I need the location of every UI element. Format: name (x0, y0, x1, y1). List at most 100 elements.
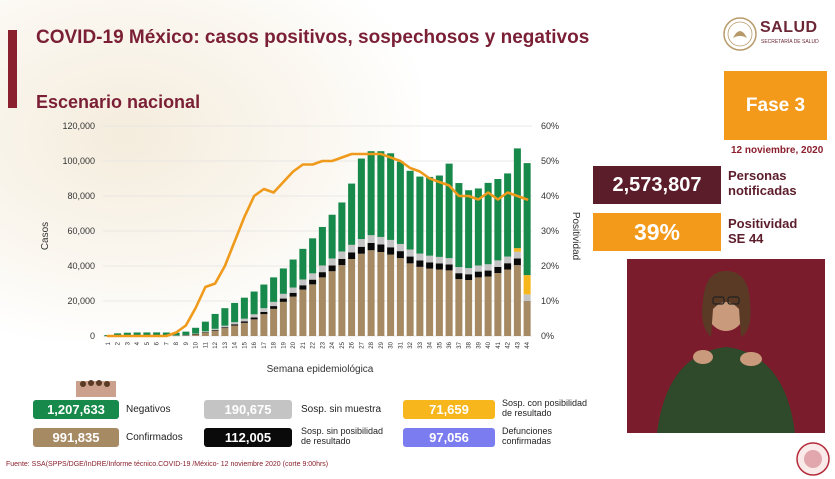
bar-segment (250, 291, 258, 315)
bar-segment (328, 271, 336, 336)
bar-segment (513, 265, 521, 336)
bar-segment (299, 279, 307, 286)
positivity-label-line1: Positividad (728, 216, 798, 231)
bar-segment (523, 294, 531, 301)
chart-y2-ticks: 0% 10% 20% 30% 40% 50% 60% (541, 121, 559, 341)
bar-segment (211, 330, 219, 336)
bar-segment (455, 273, 463, 280)
x-tick-label: 34 (428, 341, 434, 348)
y2-tick-label: 50% (541, 156, 559, 166)
bar-segment (250, 314, 258, 318)
bar-segment (162, 332, 170, 336)
bar-segment (201, 332, 209, 336)
bar-segment (328, 258, 336, 266)
bar-segment (240, 321, 248, 323)
y-tick-label: 0 (90, 331, 95, 341)
page-title: COVID-19 México: casos positivos, sospec… (36, 27, 590, 48)
bar-segment (153, 332, 161, 336)
x-tick-label: 25 (340, 341, 346, 348)
phase-badge: Fase 3 (724, 71, 827, 140)
y-tick-label: 100,000 (62, 156, 95, 166)
bar-segment (416, 266, 424, 336)
x-tick-label: 27 (359, 341, 365, 348)
bar-segment (318, 226, 326, 266)
bar-segment (270, 301, 278, 307)
x-tick-label: 3 (125, 341, 131, 345)
bar-segment (338, 202, 346, 252)
bar-segment (474, 277, 482, 336)
bar-segment (426, 255, 434, 263)
positivity-label: Positividad SE 44 (728, 216, 797, 246)
bar-segment (435, 175, 443, 257)
bar-segment (504, 263, 512, 270)
bar-segment (465, 274, 473, 280)
bar-segment (465, 280, 473, 336)
bar-segment (279, 268, 287, 294)
x-tick-label: 33 (418, 341, 424, 348)
legend-sin-muestra-value: 190,675 (204, 400, 292, 419)
bar-segment (416, 176, 424, 254)
salud-logo: SALUD SECRETARÍA DE SALUD (722, 16, 830, 56)
bar-segment (270, 308, 278, 336)
bar-segment (387, 153, 395, 240)
bar-segment (523, 275, 531, 295)
bar-segment (328, 214, 336, 259)
x-tick-label: 4 (135, 341, 141, 345)
bar-segment (445, 163, 453, 259)
bar-segment (192, 327, 200, 334)
bar-segment (309, 284, 317, 336)
x-tick-label: 8 (174, 341, 180, 345)
bar-segment (494, 179, 502, 261)
bar-segment (279, 298, 287, 302)
bar-segment (367, 242, 375, 251)
x-tick-label: 40 (486, 341, 492, 348)
legend-sin-muestra-label: Sosp. sin muestra (301, 404, 382, 415)
bar-segment (231, 324, 239, 326)
bar-segment (289, 296, 297, 336)
bar-segment (143, 332, 151, 336)
bar-segment (484, 270, 492, 277)
bar-segment (221, 328, 229, 336)
bar-segment (279, 293, 287, 299)
mexico-logo-icon (76, 380, 116, 397)
y2-tick-label: 20% (541, 261, 559, 271)
x-tick-label: 37 (457, 341, 463, 348)
bar-segment (426, 262, 434, 269)
bar-segment (299, 248, 307, 280)
cases-chart: 020,00040,00060,00080,000100,000120,000 … (40, 121, 581, 375)
bar-segment (192, 333, 200, 335)
title-accent-bar (8, 30, 17, 108)
bar-segment (240, 297, 248, 319)
bar-segment (211, 330, 219, 331)
bar-segment (289, 287, 297, 293)
legend-sin-posibilidad-line1: Sosp. sin posibilidad (301, 426, 384, 436)
positivity-series-line (106, 152, 529, 338)
bar-segment (465, 190, 473, 269)
sign-language-interpreter (627, 259, 825, 433)
bar-segment (455, 267, 463, 274)
bar-segment (309, 238, 317, 274)
bar-segment (377, 244, 385, 252)
bar-segment (406, 256, 414, 264)
legend-sin-posibilidad-value: 112,005 (204, 428, 292, 447)
bar-segment (270, 306, 278, 309)
y2-tick-label: 30% (541, 226, 559, 236)
bar-segment (279, 301, 287, 336)
bar-segment (338, 265, 346, 336)
x-tick-label: 16 (252, 341, 258, 348)
footer-seal-icon (796, 442, 830, 476)
x-tick-label: 19 (281, 341, 287, 348)
x-tick-label: 42 (506, 341, 512, 348)
x-tick-label: 41 (496, 341, 502, 348)
bar-segment (484, 264, 492, 271)
bar-segment (114, 333, 122, 336)
chart-y-ticks: 0 20,000 40,000 60,000 80,000 100,000 120,000 (62, 121, 95, 341)
bar-segment (182, 334, 190, 336)
x-tick-label: 14 (233, 341, 239, 348)
x-tick-label: 1 (106, 341, 112, 345)
legend-con-posibilidad-value: 71,659 (403, 400, 495, 419)
legend-confirmados-label: Confirmados (126, 432, 183, 443)
bar-segment (260, 311, 268, 315)
bar-segment (348, 259, 356, 336)
